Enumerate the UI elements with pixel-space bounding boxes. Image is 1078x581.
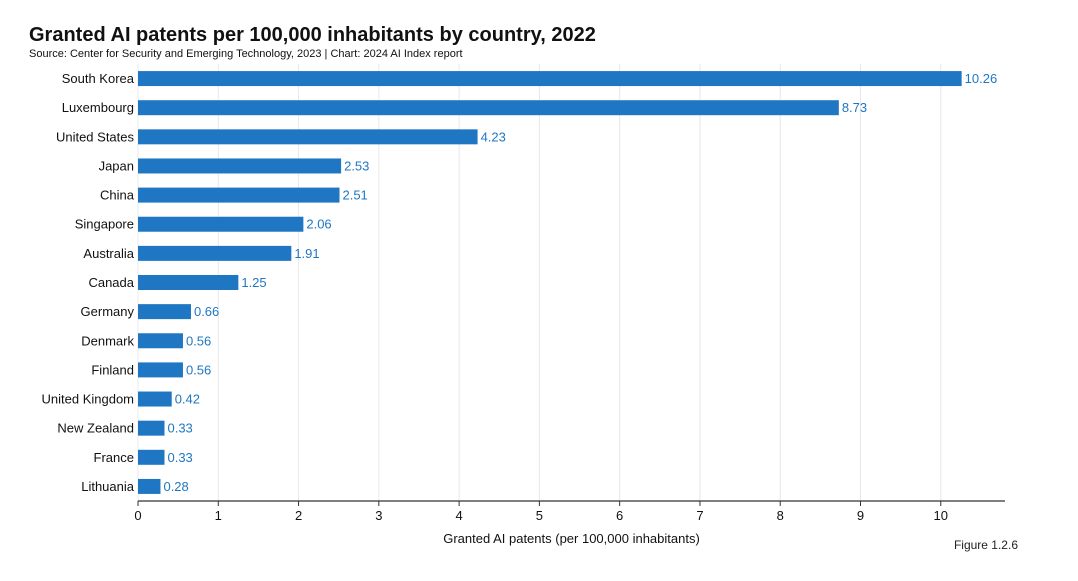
x-tick-label-6: 6 bbox=[616, 508, 623, 523]
x-tick-label-2: 2 bbox=[295, 508, 302, 523]
value-label-singapore: 2.06 bbox=[306, 217, 331, 232]
x-tick-label-0: 0 bbox=[134, 508, 141, 523]
value-label-canada: 1.25 bbox=[241, 275, 266, 290]
value-label-france: 0.33 bbox=[167, 450, 192, 465]
value-label-south-korea: 10.26 bbox=[965, 71, 998, 86]
x-tick-label-9: 9 bbox=[857, 508, 864, 523]
x-axis-title: Granted AI patents (per 100,000 inhabita… bbox=[443, 531, 700, 546]
value-label-japan: 2.53 bbox=[344, 158, 369, 173]
bar-australia bbox=[138, 245, 292, 261]
category-label-south-korea: South Korea bbox=[62, 71, 135, 86]
category-label-united-kingdom: United Kingdom bbox=[42, 392, 135, 407]
x-tick-label-5: 5 bbox=[536, 508, 543, 523]
value-label-australia: 1.91 bbox=[294, 246, 319, 261]
bar-denmark bbox=[138, 333, 183, 349]
bar-singapore bbox=[138, 216, 304, 232]
x-tick-label-8: 8 bbox=[777, 508, 784, 523]
value-label-new-zealand: 0.33 bbox=[167, 421, 192, 436]
category-label-finland: Finland bbox=[91, 362, 134, 377]
chart-title: Granted AI patents per 100,000 inhabitan… bbox=[29, 24, 596, 46]
bar-luxembourg bbox=[138, 100, 839, 116]
bar-japan bbox=[138, 158, 342, 174]
category-label-luxembourg: Luxembourg bbox=[62, 100, 134, 115]
category-label-singapore: Singapore bbox=[75, 217, 134, 232]
bar-south-korea bbox=[138, 71, 962, 87]
x-axis: 0 1 2 3 4 5 6 7 8 9 10 bbox=[134, 500, 1005, 523]
value-label-denmark: 0.56 bbox=[186, 333, 211, 348]
value-labels: 10.26 8.73 4.23 2.53 2.51 2.06 1.91 1.25 0.66 0.5… bbox=[163, 71, 997, 494]
category-label-united-states: United States bbox=[56, 129, 135, 144]
bar-united-states bbox=[138, 129, 478, 145]
value-label-germany: 0.66 bbox=[194, 304, 219, 319]
x-tick-label-7: 7 bbox=[696, 508, 703, 523]
bar-germany bbox=[138, 304, 191, 320]
value-label-finland: 0.56 bbox=[186, 362, 211, 377]
chart-subtitle: Source: Center for Security and Emerging… bbox=[29, 48, 463, 60]
figure-label: Figure 1.2.6 bbox=[953, 538, 1018, 552]
category-label-germany: Germany bbox=[81, 304, 135, 319]
bar-finland bbox=[138, 362, 183, 378]
category-label-lithuania: Lithuania bbox=[81, 479, 135, 494]
category-labels: South Korea Luxembourg United States Japan C… bbox=[42, 71, 135, 494]
bar-canada bbox=[138, 275, 239, 290]
value-label-luxembourg: 8.73 bbox=[842, 100, 867, 115]
category-label-japan: Japan bbox=[99, 158, 134, 173]
bar-new-zealand bbox=[138, 420, 165, 436]
category-label-china: China bbox=[100, 188, 135, 203]
value-label-united-kingdom: 0.42 bbox=[175, 392, 200, 407]
bar-lithuania bbox=[138, 478, 161, 494]
bars bbox=[138, 71, 962, 494]
bar-united-kingdom bbox=[138, 391, 172, 407]
category-label-denmark: Denmark bbox=[81, 333, 134, 348]
category-label-australia: Australia bbox=[83, 246, 134, 261]
x-tick-label-10: 10 bbox=[934, 508, 948, 523]
category-label-france: France bbox=[94, 450, 134, 465]
x-tick-label-3: 3 bbox=[375, 508, 382, 523]
value-label-china: 2.51 bbox=[342, 188, 367, 203]
x-tick-label-4: 4 bbox=[455, 508, 462, 523]
value-label-lithuania: 0.28 bbox=[163, 479, 188, 494]
bar-france bbox=[138, 449, 165, 465]
category-label-new-zealand: New Zealand bbox=[57, 421, 134, 436]
bar-china bbox=[138, 187, 340, 203]
category-label-canada: Canada bbox=[88, 275, 134, 290]
x-tick-label-1: 1 bbox=[215, 508, 222, 523]
value-label-united-states: 4.23 bbox=[481, 129, 506, 144]
